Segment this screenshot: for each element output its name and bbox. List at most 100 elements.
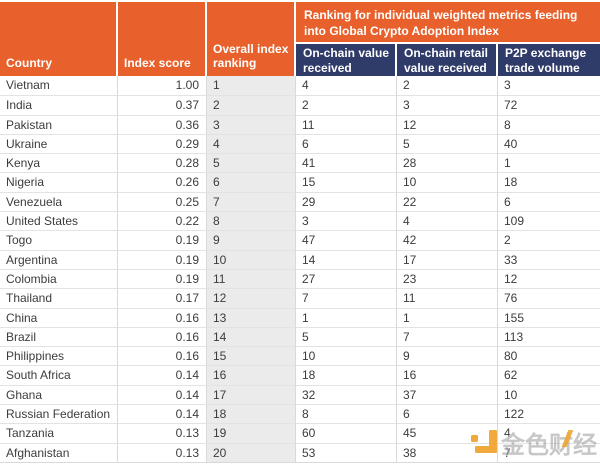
onchain-retail-rank-cell: 16 bbox=[397, 365, 498, 385]
country-cell: Afghanistan bbox=[0, 442, 118, 462]
table-row: South Africa 0.14 16 18 16 62 bbox=[0, 365, 600, 385]
p2p-rank-cell: 18 bbox=[498, 172, 600, 191]
index-score-cell: 0.13 bbox=[118, 442, 207, 462]
onchain-value-rank-cell: 47 bbox=[296, 230, 397, 250]
country-cell: South Africa bbox=[0, 365, 118, 385]
p2p-rank-cell: 40 bbox=[498, 133, 600, 153]
overall-rank-cell: 16 bbox=[207, 365, 296, 385]
overall-rank-cell: 13 bbox=[207, 307, 296, 327]
table-row: Colombia 0.19 11 27 23 12 bbox=[0, 268, 600, 289]
table-row: China 0.16 13 1 1 155 bbox=[0, 307, 600, 327]
overall-rank-cell: 1 bbox=[207, 76, 296, 96]
table-row: Afghanistan 0.13 20 53 38 7 bbox=[0, 442, 600, 462]
index-score-cell: 0.14 bbox=[118, 384, 207, 405]
p2p-rank-cell: 6 bbox=[498, 191, 600, 211]
onchain-retail-rank-cell: 38 bbox=[397, 442, 498, 462]
table-header: Country Index score Overall index rankin… bbox=[0, 2, 600, 76]
metrics-banner: Ranking for individual weighted metrics … bbox=[296, 2, 600, 42]
table-row: Ghana 0.14 17 32 37 10 bbox=[0, 384, 600, 405]
index-score-cell: 0.16 bbox=[118, 307, 207, 327]
col-header-p2p-volume: P2P exchange trade volume bbox=[498, 44, 600, 76]
table-row: India 0.37 2 2 3 72 bbox=[0, 95, 600, 115]
onchain-value-rank-cell: 18 bbox=[296, 365, 397, 385]
index-score-cell: 0.26 bbox=[118, 172, 207, 192]
table-row: Ukraine 0.29 4 6 5 40 bbox=[0, 133, 600, 154]
index-score-cell: 0.17 bbox=[118, 288, 207, 308]
overall-rank-cell: 15 bbox=[207, 346, 296, 366]
overall-rank-cell: 9 bbox=[207, 230, 296, 250]
overall-rank-cell: 7 bbox=[207, 191, 296, 212]
onchain-value-rank-cell: 53 bbox=[296, 442, 397, 462]
onchain-retail-rank-cell: 6 bbox=[397, 404, 498, 424]
onchain-retail-rank-cell: 9 bbox=[397, 346, 498, 366]
country-cell: Ghana bbox=[0, 384, 118, 405]
onchain-value-rank-cell: 3 bbox=[296, 211, 397, 231]
table-row: Pakistan 0.36 3 11 12 8 bbox=[0, 114, 600, 134]
country-cell: Nigeria bbox=[0, 172, 118, 192]
country-cell: China bbox=[0, 307, 118, 327]
onchain-retail-rank-cell: 45 bbox=[397, 423, 498, 443]
index-score-cell: 0.14 bbox=[118, 404, 207, 424]
onchain-value-rank-cell: 8 bbox=[296, 404, 397, 424]
country-cell: Colombia bbox=[0, 268, 118, 289]
onchain-retail-rank-cell: 10 bbox=[397, 172, 498, 192]
col-header-country: Country bbox=[0, 2, 116, 76]
onchain-value-rank-cell: 7 bbox=[296, 288, 397, 308]
index-score-cell: 0.37 bbox=[118, 95, 207, 115]
table-row: Philippines 0.16 15 10 9 80 bbox=[0, 346, 600, 366]
p2p-rank-cell: 3 bbox=[504, 78, 511, 92]
p2p-rank-cell: 8 bbox=[498, 114, 600, 134]
index-score-cell: 0.25 bbox=[118, 191, 207, 212]
p2p-rank-cell: 72 bbox=[498, 95, 600, 114]
p2p-rank-cell: 1 bbox=[498, 153, 600, 172]
onchain-retail-rank-cell: 37 bbox=[397, 384, 498, 405]
table-row: Togo 0.19 9 47 42 2 bbox=[0, 230, 600, 250]
col-header-overall-ranking-label: Overall index ranking bbox=[213, 42, 289, 70]
onchain-value-rank-cell: 14 bbox=[296, 249, 397, 269]
overall-rank-cell: 5 bbox=[207, 153, 296, 173]
index-score-cell: 0.16 bbox=[118, 326, 207, 347]
index-score-cell: 0.28 bbox=[118, 153, 207, 173]
table-row: Thailand 0.17 12 7 11 76 bbox=[0, 288, 600, 308]
onchain-retail-rank-cell: 12 bbox=[397, 114, 498, 134]
p2p-rank-cell: 109 bbox=[498, 211, 600, 230]
overall-rank-cell: 10 bbox=[207, 249, 296, 269]
overall-rank-cell: 3 bbox=[207, 114, 296, 134]
col-header-index-score-label: Index score bbox=[124, 56, 191, 70]
country-cell: Vietnam bbox=[0, 76, 118, 96]
p2p-rank-cell: 4 bbox=[498, 423, 600, 442]
overall-rank-cell: 17 bbox=[207, 384, 296, 405]
index-score-cell: 1.00 bbox=[118, 76, 207, 96]
overall-rank-cell: 14 bbox=[207, 326, 296, 347]
table-row: Vietnam 1.00 1 4 2 3 bbox=[0, 76, 600, 96]
onchain-value-rank-cell: 5 bbox=[296, 326, 397, 347]
col-header-onchain-retail: On-chain retail value received bbox=[397, 44, 496, 76]
country-cell: Argentina bbox=[0, 249, 118, 269]
table-row: United States 0.22 8 3 4 109 bbox=[0, 211, 600, 231]
onchain-retail-rank-cell: 17 bbox=[397, 249, 498, 269]
onchain-retail-rank-cell: 11 bbox=[397, 288, 498, 308]
onchain-retail-rank-cell: 2 bbox=[397, 76, 498, 96]
overall-rank-cell: 8 bbox=[207, 211, 296, 231]
col-header-overall-ranking: Overall index ranking bbox=[207, 2, 294, 76]
onchain-value-rank-cell: 4 bbox=[296, 76, 397, 96]
table-body: Vietnam 1.00 1 4 2 3 India 0.37 2 2 3 72… bbox=[0, 76, 600, 463]
table-row: Brazil 0.16 14 5 7 113 bbox=[0, 326, 600, 347]
table-row: Russian Federation 0.14 18 8 6 122 bbox=[0, 404, 600, 424]
index-score-cell: 0.19 bbox=[118, 249, 207, 269]
overall-rank-cell: 4 bbox=[207, 133, 296, 154]
onchain-retail-rank-cell: 1 bbox=[397, 307, 498, 327]
table-row: Venezuela 0.25 7 29 22 6 bbox=[0, 191, 600, 212]
p2p-rank-cell: 122 bbox=[498, 404, 600, 423]
country-cell: Philippines bbox=[0, 346, 118, 366]
country-cell: Kenya bbox=[0, 153, 118, 173]
p2p-rank-cell: 7 bbox=[498, 442, 600, 462]
table-row: Tanzania 0.13 19 60 45 4 bbox=[0, 423, 600, 443]
index-score-cell: 0.22 bbox=[118, 211, 207, 231]
country-cell: Pakistan bbox=[0, 114, 118, 134]
country-cell: Tanzania bbox=[0, 423, 118, 443]
onchain-retail-rank-cell: 7 bbox=[397, 326, 498, 347]
onchain-retail-rank-cell: 4 bbox=[397, 211, 498, 231]
table-row: Nigeria 0.26 6 15 10 18 bbox=[0, 172, 600, 192]
overall-rank-cell: 20 bbox=[207, 442, 296, 462]
